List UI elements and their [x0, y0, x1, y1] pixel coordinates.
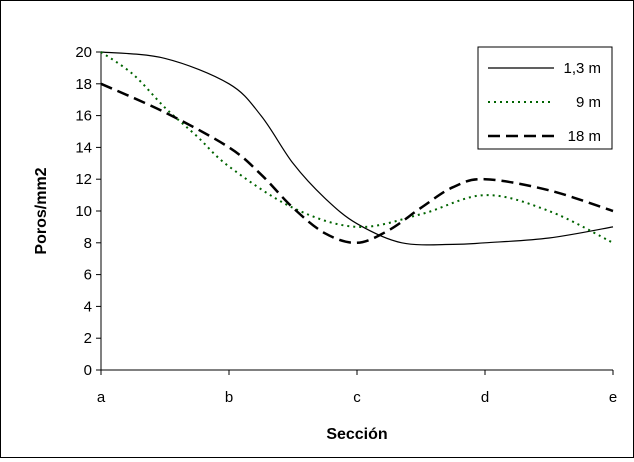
y-tick-label: 12 [75, 171, 92, 188]
legend-box [477, 46, 613, 150]
legend-label-2: 9 m [576, 94, 601, 111]
x-axis-title: Sección [326, 426, 387, 443]
legend-label-1: 1,3 m [563, 60, 601, 77]
x-tick-label: c [353, 389, 361, 406]
y-tick-label: 4 [84, 298, 92, 315]
y-tick-label: 18 [75, 76, 92, 93]
x-tick-label: d [481, 389, 489, 406]
legend-label-3: 18 m [568, 128, 601, 145]
y-tick-label: 16 [75, 108, 92, 125]
y-tick-label: 20 [75, 44, 92, 61]
y-tick-label: 2 [84, 330, 92, 347]
y-axis-title: Poros/mm2 [33, 167, 50, 254]
series-layer [100, 51, 614, 246]
series-line-3 [100, 82, 614, 245]
x-tick-label: b [225, 389, 233, 406]
y-tick-label: 8 [84, 235, 92, 252]
y-tick-label: 6 [84, 267, 92, 284]
x-tick-label: e [609, 389, 617, 406]
series-line-1 [100, 51, 614, 246]
x-tick-label: a [97, 389, 106, 406]
y-tick-label: 0 [84, 362, 92, 379]
axes: 0 2 4 6 8 10 12 14 16 18 20 a b c d e [75, 44, 617, 406]
legend: 1,3 m 9 m 18 m [477, 46, 613, 150]
y-tick-label: 10 [75, 203, 92, 220]
y-tick-label: 14 [75, 139, 92, 156]
